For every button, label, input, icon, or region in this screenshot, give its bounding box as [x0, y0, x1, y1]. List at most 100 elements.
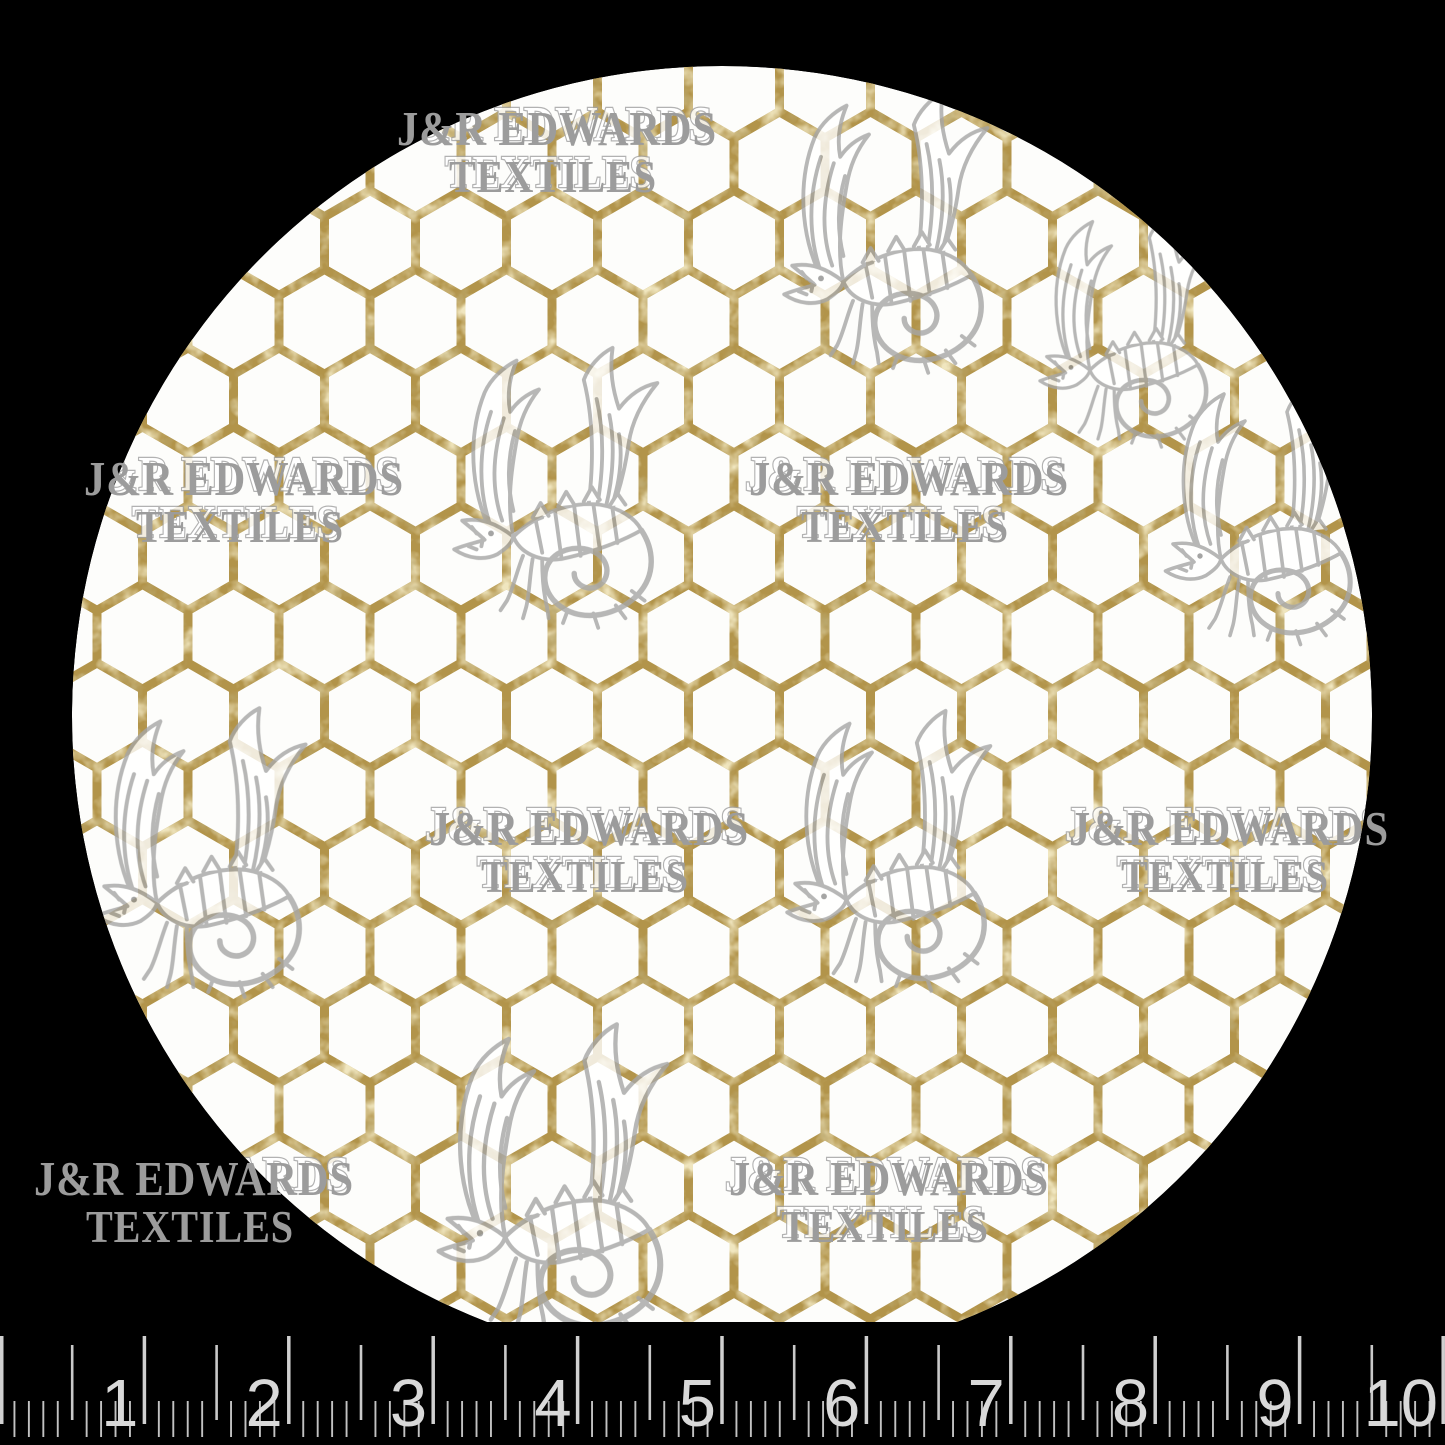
- ruler-tick-tenth-inch: [1313, 1401, 1315, 1437]
- ruler-tick-inch: [864, 1336, 869, 1424]
- watermark-text-shadow: J&R EDWARDS: [84, 451, 404, 506]
- ruler-tick-tenth-inch: [1356, 1401, 1359, 1437]
- ruler-tick-inch: [431, 1336, 435, 1424]
- ruler-tick-tenth-inch: [1385, 1401, 1388, 1437]
- ruler-tick-tenth-inch: [403, 1401, 406, 1437]
- watermark-text-shadow: TEXTILES: [86, 1201, 294, 1252]
- watermark-text: J&R EDWARDS: [80, 446, 400, 501]
- ruler-tick-tenth-inch: [533, 1401, 536, 1437]
- ruler-tick-tenth-inch: [923, 1401, 926, 1437]
- ruler-tick-tenth-inch: [417, 1401, 420, 1437]
- ruler-tick-tenth-inch: [114, 1401, 117, 1437]
- watermark-text-shadow: TEXTILES: [481, 851, 689, 902]
- ruler-tick-tenth-inch: [13, 1401, 16, 1437]
- ruler-tick-tenth-inch: [1240, 1401, 1243, 1437]
- ruler-tick-tenth-inch: [562, 1401, 565, 1437]
- ruler-number: 8: [1112, 1366, 1149, 1441]
- ruler-tick-tenth-inch: [518, 1401, 521, 1437]
- ruler-tick-tenth-inch: [42, 1401, 45, 1437]
- watermark-text: TEXTILES: [132, 496, 340, 547]
- ruler-tick-half-inch: [70, 1345, 74, 1420]
- watermark-text: J&R EDWARDS: [745, 446, 1065, 501]
- watermark-text-shadow: TEXTILES: [781, 1201, 989, 1252]
- ruler-tick-tenth-inch: [302, 1401, 305, 1437]
- ruler-tick-tenth-inch: [100, 1401, 103, 1437]
- ruler-tick-tenth-inch: [331, 1401, 334, 1437]
- ruler-tick-tenth-inch: [244, 1401, 247, 1437]
- watermark-text-shadow: TEXTILES: [1121, 851, 1329, 902]
- ruler-tick-tenth-inch: [966, 1401, 969, 1437]
- ruler-tick-tenth-inch: [807, 1401, 810, 1437]
- ruler-tick-tenth-inch: [1067, 1401, 1070, 1437]
- watermark-text-shadow: J&R EDWARDS: [397, 101, 717, 156]
- ruler-tick-tenth-inch: [1168, 1401, 1171, 1437]
- ruler-tick-tenth-inch: [547, 1401, 550, 1437]
- ruler-number: 7: [968, 1366, 1005, 1441]
- ruler-tick-inch: [575, 1336, 580, 1424]
- watermark-text: TEXTILES: [797, 496, 1005, 547]
- watermark-text: J&R EDWARDS: [725, 1146, 1045, 1201]
- ruler-tick-tenth-inch: [619, 1401, 622, 1437]
- ruler-tick-half-inch: [215, 1345, 218, 1420]
- ruler-tick-tenth-inch: [1414, 1401, 1417, 1437]
- ruler-tick-tenth-inch: [388, 1401, 391, 1437]
- ruler-tick-tenth-inch: [56, 1401, 59, 1437]
- ruler-tick-tenth-inch: [172, 1401, 175, 1437]
- ruler-tick-tenth-inch: [822, 1401, 825, 1437]
- watermark-text-shadow: J&R EDWARDS: [749, 451, 1069, 506]
- ruler-tick-half-inch: [1081, 1345, 1085, 1420]
- ruler-tick-tenth-inch: [995, 1401, 998, 1437]
- ruler-tick-tenth-inch: [1110, 1401, 1113, 1437]
- ruler-tick-tenth-inch: [908, 1401, 911, 1437]
- ruler-tick-half-inch: [792, 1345, 796, 1420]
- ruler-tick-inch: [1297, 1336, 1302, 1424]
- ruler-number: 6: [823, 1366, 860, 1441]
- ruler-number: 4: [534, 1366, 571, 1441]
- watermark-text: TEXTILES: [445, 146, 653, 197]
- ruler-tick-tenth-inch: [605, 1401, 608, 1437]
- ruler: 1 2 3 4 5 6 7 8 9 10: [0, 1336, 1445, 1441]
- ruler-tick-half-inch: [1370, 1345, 1374, 1420]
- ruler-tick-tenth-inch: [1269, 1401, 1272, 1437]
- ruler-tick-half-inch: [937, 1345, 940, 1420]
- ruler-tick-tenth-inch: [1327, 1401, 1330, 1437]
- ruler-tick-tenth-inch: [1024, 1401, 1027, 1437]
- ruler-tick-tenth-inch: [1125, 1401, 1128, 1437]
- watermark-text-shadow: J&R EDWARDS: [729, 1151, 1049, 1206]
- ruler-tick-half-inch: [648, 1345, 652, 1420]
- watermark-text-shadow: TEXTILES: [136, 501, 344, 552]
- ruler-tick-inch: [720, 1336, 724, 1424]
- ruler-tick-inch: [0, 1336, 4, 1424]
- watermark-text: TEXTILES: [777, 1196, 985, 1247]
- ruler-tick-tenth-inch: [952, 1401, 954, 1437]
- watermark-text: J&R EDWARDS: [425, 796, 745, 851]
- watermark-text-shadow: J&R EDWARDS: [1069, 801, 1389, 856]
- ruler-tick-tenth-inch: [475, 1401, 478, 1437]
- ruler-tick-tenth-inch: [851, 1401, 853, 1437]
- ruler-tick-tenth-inch: [749, 1401, 752, 1437]
- ruler-tick-tenth-inch: [1139, 1401, 1142, 1437]
- ruler-number: 1: [101, 1366, 138, 1441]
- ruler-tick-tenth-inch: [446, 1401, 449, 1437]
- ruler-number: 5: [679, 1366, 716, 1441]
- ruler-tick-tenth-inch: [663, 1401, 666, 1437]
- watermark-text-shadow: TEXTILES: [449, 151, 657, 202]
- ruler-number: 3: [390, 1366, 427, 1441]
- ruler-tick-tenth-inch: [27, 1401, 30, 1437]
- ruler-tick-inch: [1153, 1336, 1157, 1424]
- ruler-tick-tenth-inch: [1284, 1401, 1287, 1437]
- ruler-tick-tenth-inch: [85, 1401, 88, 1437]
- ruler-tick-inch: [1009, 1336, 1013, 1424]
- watermark-text-shadow: J&R EDWARDS: [34, 1151, 354, 1206]
- ruler-tick-tenth-inch: [1096, 1401, 1099, 1437]
- watermark-text-shadow: TEXTILES: [801, 501, 1009, 552]
- ruler-tick-tenth-inch: [778, 1401, 781, 1437]
- ruler-number: 9: [1256, 1366, 1293, 1441]
- ruler-tick-half-inch: [1226, 1345, 1229, 1420]
- ruler-tick-tenth-inch: [980, 1401, 983, 1437]
- ruler-tick-tenth-inch: [692, 1401, 695, 1437]
- ruler-tick-tenth-inch: [591, 1401, 593, 1437]
